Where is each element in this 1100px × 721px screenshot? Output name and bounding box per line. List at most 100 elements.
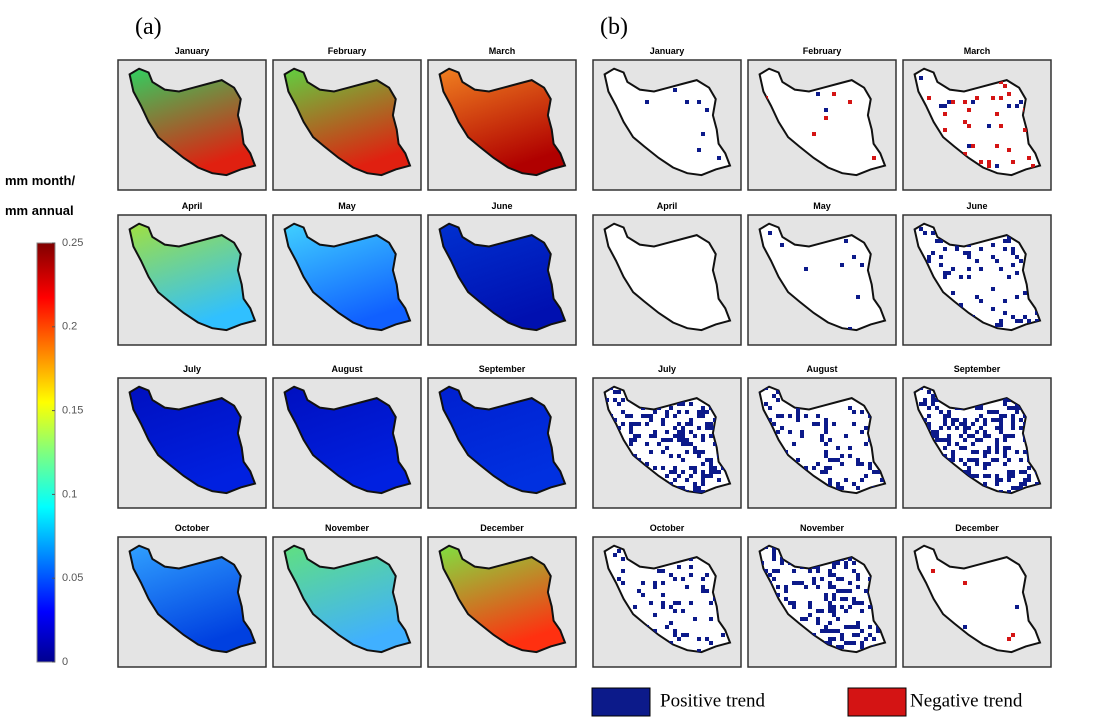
trend-cell <box>828 641 832 645</box>
trend-cell <box>983 434 987 438</box>
trend-cell <box>629 442 633 446</box>
trend-cell <box>701 482 705 486</box>
trend-cell <box>1011 434 1015 438</box>
map-title: April <box>182 201 203 211</box>
trend-cell <box>832 597 836 601</box>
trend-cell <box>971 474 975 478</box>
trend-cell <box>804 466 808 470</box>
trend-cell <box>1003 299 1007 303</box>
trend-cell <box>836 617 840 621</box>
trend-cell <box>721 633 725 637</box>
trend-cell <box>947 271 951 275</box>
trend-cell <box>816 617 820 621</box>
trend-cell <box>633 438 637 442</box>
trend-cell <box>919 402 923 406</box>
trend-cell <box>828 581 832 585</box>
trend-cell <box>772 557 776 561</box>
trend-cell <box>637 434 641 438</box>
colorbar-tick-label: 0.25 <box>62 237 83 249</box>
trend-cell <box>1019 486 1023 490</box>
trend-cell <box>995 259 999 263</box>
map-title: October <box>650 523 685 533</box>
trend-cell <box>617 402 621 406</box>
trend-cell <box>963 100 967 104</box>
trend-cell <box>701 406 705 410</box>
trend-cell <box>995 478 999 482</box>
trend-cell <box>995 410 999 414</box>
legend-swatch <box>847 687 907 717</box>
trend-cell <box>1027 466 1031 470</box>
trend-cell <box>963 426 967 430</box>
map-outline <box>128 222 257 332</box>
trend-cell <box>999 478 1003 482</box>
trend-cell <box>840 577 844 581</box>
trend-cell <box>935 406 939 410</box>
trend-cell <box>856 577 860 581</box>
trend-cell <box>971 434 975 438</box>
trend-cell <box>939 255 943 259</box>
trend-cell <box>967 267 971 271</box>
trend-cell <box>860 462 864 466</box>
trend-cell <box>653 629 657 633</box>
trend-cell <box>947 438 951 442</box>
trend-cell <box>983 482 987 486</box>
trend-cell <box>705 573 709 577</box>
trend-cell <box>828 585 832 589</box>
trend-cell <box>1011 418 1015 422</box>
trend-cell <box>824 116 828 120</box>
trend-cell <box>677 438 681 442</box>
trend-cell <box>800 617 804 621</box>
trend-cell <box>947 442 951 446</box>
trend-cell <box>713 418 717 422</box>
trend-cell <box>689 557 693 561</box>
trend-cell <box>943 438 947 442</box>
trend-cell <box>697 486 701 490</box>
trend-cell <box>963 422 967 426</box>
trend-cell <box>828 605 832 609</box>
trend-cell <box>1011 474 1015 478</box>
trend-cell <box>963 625 967 629</box>
trend-cell <box>653 613 657 617</box>
trend-cell <box>697 410 701 414</box>
trend-cell <box>633 454 637 458</box>
trend-cell <box>967 255 971 259</box>
trend-cell <box>1015 295 1019 299</box>
trend-cell <box>701 410 705 414</box>
trend-cell <box>987 450 991 454</box>
trend-cell <box>1015 486 1019 490</box>
trend-cell <box>999 267 1003 271</box>
colorbar-tick-label: 0 <box>62 656 68 668</box>
trend-cell <box>697 450 701 454</box>
trend-cell <box>971 458 975 462</box>
trend-cell <box>677 434 681 438</box>
trend-cell <box>1019 482 1023 486</box>
trend-cell <box>669 454 673 458</box>
trend-cell <box>617 390 621 394</box>
trend-cell <box>963 430 967 434</box>
trend-cell <box>971 144 975 148</box>
trend-cell <box>967 434 971 438</box>
trend-cell <box>931 251 935 255</box>
trend-cell <box>1007 446 1011 450</box>
trend-cell <box>828 601 832 605</box>
trend-cell <box>693 466 697 470</box>
trend-cell <box>1023 470 1027 474</box>
trend-cell <box>971 100 975 104</box>
trend-cell <box>709 426 713 430</box>
trend-cell <box>943 454 947 458</box>
trend-cell <box>987 124 991 128</box>
trend-cell <box>951 267 955 271</box>
trend-cell <box>931 402 935 406</box>
trend-cell <box>665 438 669 442</box>
trend-cell <box>621 557 625 561</box>
trend-cell <box>796 418 800 422</box>
trend-cell <box>848 454 852 458</box>
trend-cell <box>951 454 955 458</box>
trend-cell <box>661 569 665 573</box>
trend-cell <box>713 470 717 474</box>
trend-cell <box>995 164 999 168</box>
trend-cell <box>629 438 633 442</box>
trend-cell <box>816 462 820 466</box>
trend-cell <box>649 434 653 438</box>
trend-cell <box>931 569 935 573</box>
